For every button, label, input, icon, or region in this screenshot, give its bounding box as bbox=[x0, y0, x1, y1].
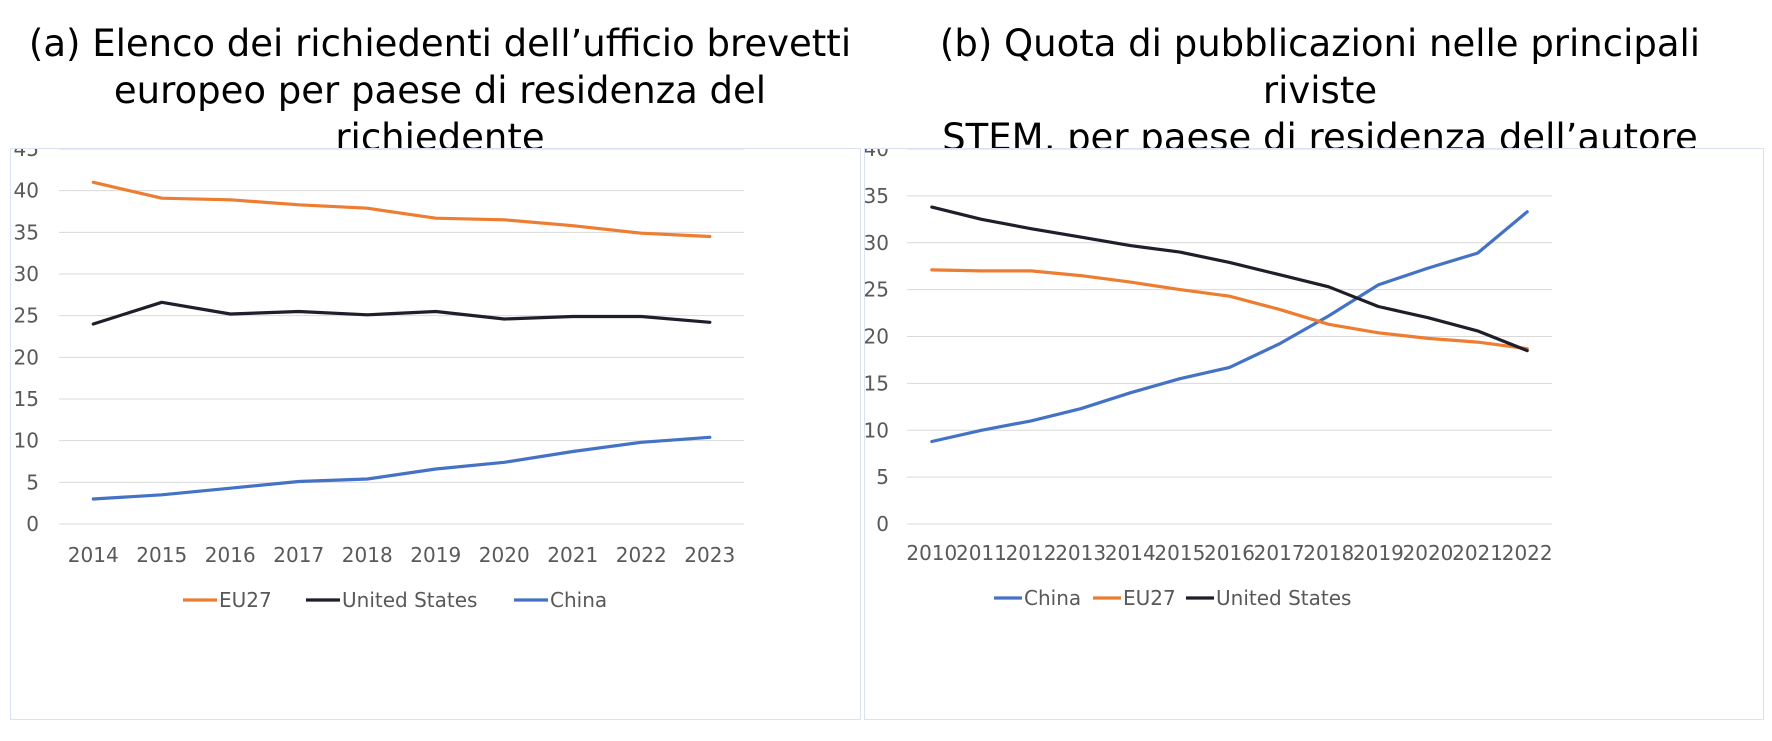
chart-b-legend-label-china: China bbox=[1024, 586, 1081, 610]
chart-b-x-tick-label: 2015 bbox=[1154, 541, 1205, 565]
chart-b-y-tick-label: 20 bbox=[865, 325, 889, 349]
chart-a-y-tick-label: 20 bbox=[14, 345, 39, 369]
chart-b-x-tick-label: 2012 bbox=[1006, 541, 1057, 565]
chart-a-plot: 0 5 10 15 20 25 30 35 40 45 2014 2015 2016 2017 2018 20… bbox=[14, 149, 744, 612]
chart-a-y-tick-label: 15 bbox=[14, 387, 39, 411]
chart-a-x-tick-label: 2015 bbox=[136, 543, 187, 567]
chart-a-x-tick-label: 2017 bbox=[273, 543, 324, 567]
chart-b-y-tick-label: 10 bbox=[865, 418, 889, 442]
chart-a-y-tick-label: 35 bbox=[14, 220, 39, 244]
chart-a-series-line-china bbox=[91, 435, 712, 501]
chart-b-y-tick-label: 15 bbox=[865, 371, 889, 395]
chart-b-legend-label-united-states: United States bbox=[1216, 586, 1351, 610]
chart-a-y-tick-label: 25 bbox=[14, 304, 39, 328]
chart-b-x-tick-label: 2017 bbox=[1254, 541, 1305, 565]
chart-a-legend-label-china: China bbox=[550, 588, 607, 612]
chart-a-y-tick-label: 0 bbox=[26, 512, 39, 536]
chart-b-series-line-eu27 bbox=[930, 268, 1529, 351]
chart-a-series-line-united-states bbox=[91, 300, 712, 326]
chart-b-y-tick-label: 35 bbox=[865, 184, 889, 208]
chart-a-x-tick-label: 2021 bbox=[547, 543, 598, 567]
chart-b-title: (b) Quota di pubblicazioni nelle princip… bbox=[880, 20, 1760, 161]
chart-a-x-tick-label: 2023 bbox=[684, 543, 735, 567]
chart-b-y-tick-label: 25 bbox=[865, 278, 889, 302]
chart-a-title-line-2: europeo per paese di residenza del richi… bbox=[113, 69, 767, 159]
chart-a-legend-label-eu27: EU27 bbox=[219, 588, 272, 612]
chart-b-x-tick-label: 2020 bbox=[1403, 541, 1454, 565]
chart-b-series-line-united-states bbox=[930, 205, 1529, 353]
chart-a-y-tick-label: 40 bbox=[14, 179, 39, 203]
chart-a-legend-label-united-states: United States bbox=[342, 588, 477, 612]
chart-b-plot: 0 5 10 15 20 25 30 35 40 201020112012201320142015… bbox=[865, 149, 1553, 610]
chart-b-legend-label-eu27: EU27 bbox=[1123, 586, 1176, 610]
chart-b-x-tick-label: 2018 bbox=[1303, 541, 1354, 565]
chart-a-panel: 0 5 10 15 20 25 30 35 40 45 2014 2015 2016 2017 2018 20… bbox=[10, 148, 861, 720]
chart-a-y-tick-label: 5 bbox=[26, 470, 39, 494]
chart-b-x-tick-label: 2022 bbox=[1502, 541, 1553, 565]
chart-a-y-tick-label: 45 bbox=[14, 149, 39, 161]
chart-a-x-tick-label: 2014 bbox=[68, 543, 119, 567]
chart-a-title: (a) Elenco dei richiedenti dell’ufficio … bbox=[10, 20, 870, 161]
chart-b-panel: 0 5 10 15 20 25 30 35 40 2010 2011 2012 2013 2014 2015… bbox=[864, 148, 1764, 720]
chart-b-y-tick-label: 5 bbox=[876, 465, 889, 489]
chart-b-x-tick-label: 2014 bbox=[1105, 541, 1156, 565]
chart-b-y-tick-label: 40 bbox=[865, 149, 889, 161]
chart-b-series-line-china bbox=[930, 210, 1529, 444]
chart-b-x-tick-label: 2010 bbox=[906, 541, 957, 565]
chart-b-x-tick-label: 2016 bbox=[1204, 541, 1255, 565]
chart-a-title-line-1: (a) Elenco dei richiedenti dell’ufficio … bbox=[28, 22, 852, 65]
chart-a-x-tick-label: 2018 bbox=[342, 543, 393, 567]
chart-b-x-tick-label: 2013 bbox=[1055, 541, 1106, 565]
chart-a-x-tick-label: 2016 bbox=[205, 543, 256, 567]
chart-a-y-tick-label: 10 bbox=[14, 429, 39, 453]
chart-b-y-tick-label: 30 bbox=[865, 231, 889, 255]
chart-b-x-tick-label: 2011 bbox=[956, 541, 1007, 565]
chart-a-x-tick-label: 2019 bbox=[410, 543, 461, 567]
chart-b-y-tick-label: 0 bbox=[876, 512, 889, 536]
chart-a-x-tick-label: 2022 bbox=[616, 543, 667, 567]
chart-a-x-tick-label: 2020 bbox=[479, 543, 530, 567]
chart-b-title-line-1: (b) Quota di pubblicazioni nelle princip… bbox=[939, 22, 1701, 112]
chart-a-y-tick-label: 30 bbox=[14, 262, 39, 286]
chart-b-x-tick-label: 2021 bbox=[1452, 541, 1503, 565]
chart-a-series-line-eu27 bbox=[91, 180, 712, 239]
chart-b-x-tick-label: 2019 bbox=[1353, 541, 1404, 565]
